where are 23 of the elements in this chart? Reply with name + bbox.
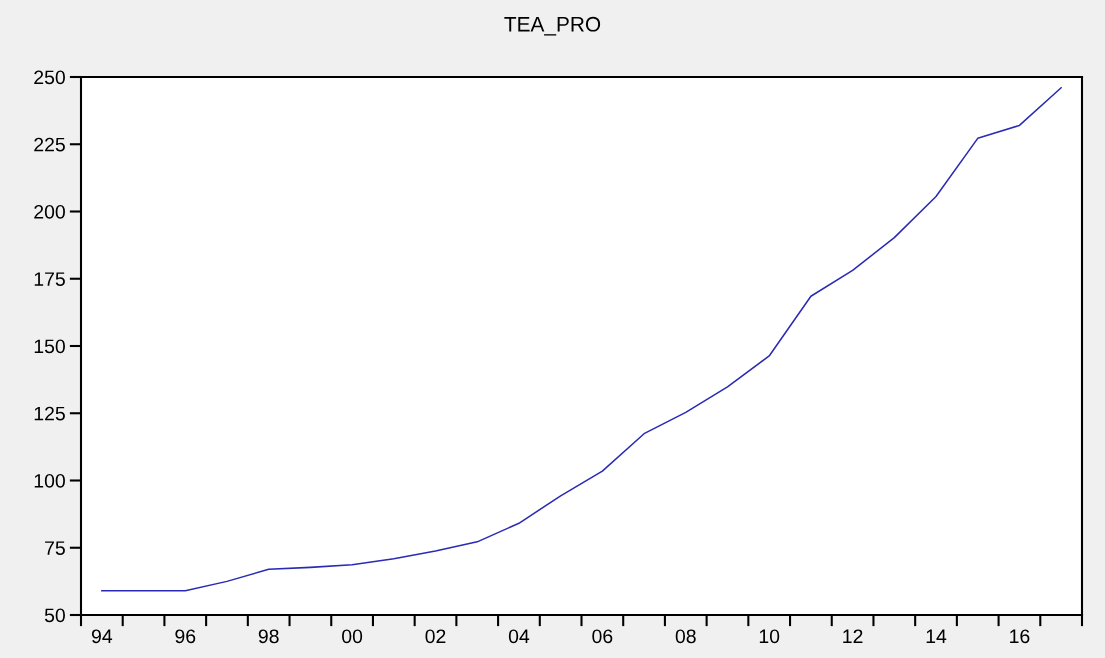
y-tick-label: 100: [34, 473, 65, 488]
x-tick-label: 96: [175, 629, 196, 644]
x-tick-label: 14: [926, 629, 947, 643]
x-tick-label: 16: [1010, 629, 1030, 644]
chart-title: TEA_PRO: [504, 16, 601, 36]
x-tick-label: 98: [258, 629, 279, 644]
y-tick-label: 175: [34, 272, 65, 286]
y-tick-label: 250: [34, 70, 65, 85]
y-tick-label: 200: [34, 204, 65, 219]
x-tick-label: 94: [91, 629, 113, 644]
x-tick-label: 00: [342, 629, 363, 644]
line-series: [101, 86, 1062, 592]
x-tick-label: 04: [508, 629, 530, 644]
x-tick-label: 10: [759, 629, 780, 644]
x-tick-label: 06: [592, 629, 613, 644]
x-tick-label: 08: [675, 629, 696, 644]
y-tick-label: 225: [34, 137, 65, 152]
y-tick-label: 125: [34, 406, 65, 421]
x-tick-label: 12: [843, 629, 863, 643]
x-tick-label: 02: [425, 629, 446, 644]
y-tick-label: 75: [45, 541, 65, 555]
y-tick-label: 150: [34, 339, 65, 354]
y-tick-label: 50: [44, 608, 65, 623]
